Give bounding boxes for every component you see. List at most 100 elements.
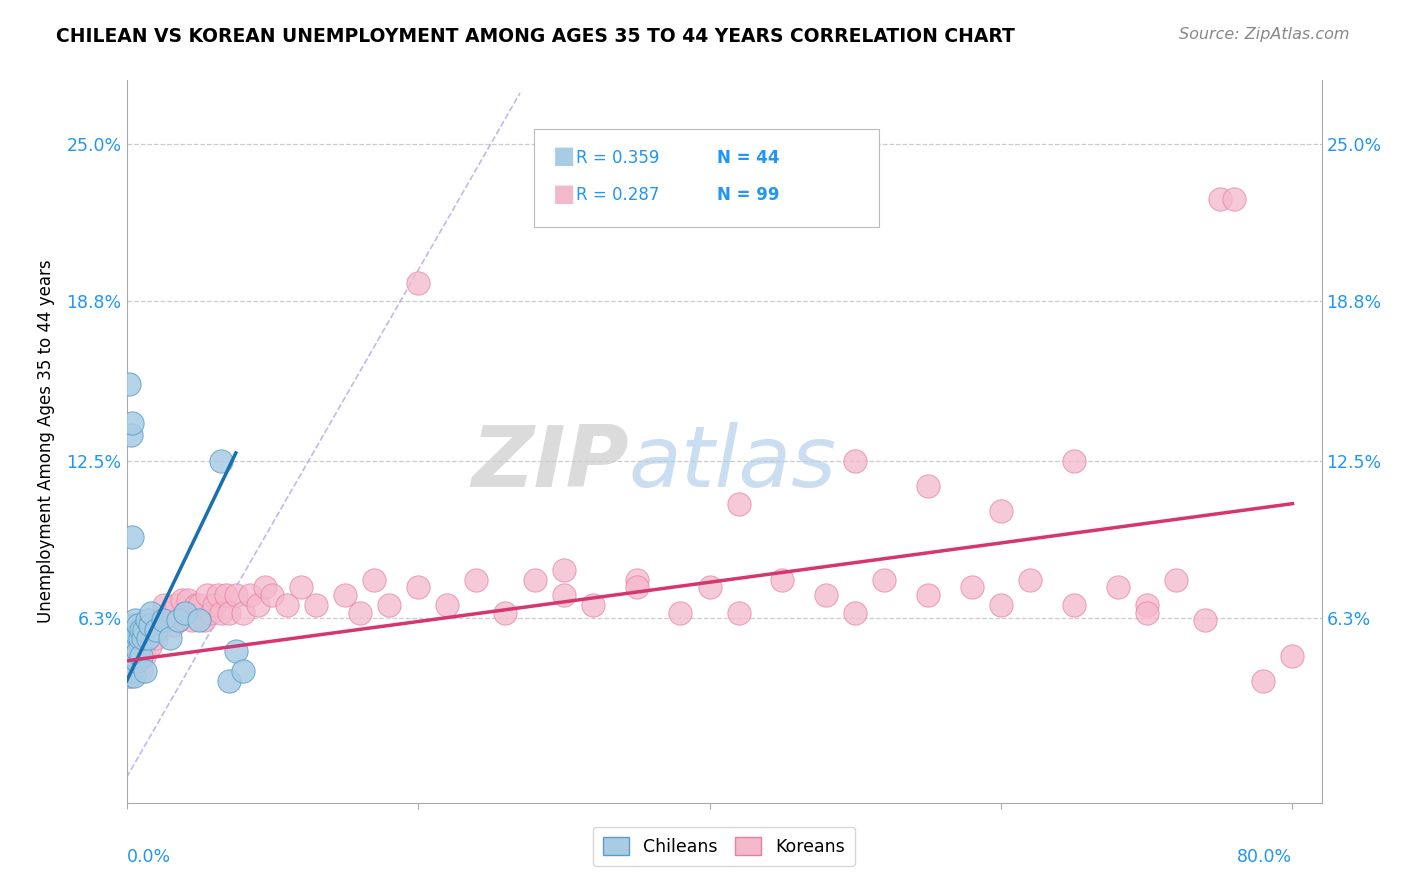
Point <box>121 631 143 645</box>
Point <box>117 664 139 678</box>
Point <box>207 588 229 602</box>
Point <box>232 606 254 620</box>
Point <box>117 639 139 653</box>
Point <box>177 593 200 607</box>
Point <box>276 598 298 612</box>
Point <box>1194 613 1216 627</box>
Point <box>118 624 141 638</box>
Point <box>246 598 269 612</box>
Point <box>128 631 150 645</box>
Point <box>844 606 866 620</box>
Point <box>200 606 222 620</box>
Point <box>218 606 240 620</box>
Point <box>699 580 721 594</box>
Text: R = 0.359: R = 0.359 <box>576 149 659 167</box>
Point <box>188 613 211 627</box>
Point <box>225 643 247 657</box>
Point <box>1107 580 1129 594</box>
Point <box>136 613 159 627</box>
Point <box>582 598 605 612</box>
Point <box>117 664 139 678</box>
Point <box>127 618 149 632</box>
Point <box>132 624 155 638</box>
Point <box>553 588 575 602</box>
Point <box>436 598 458 612</box>
Point <box>465 573 488 587</box>
Point <box>990 598 1012 612</box>
Text: ■: ■ <box>553 182 575 205</box>
Legend: Chileans, Koreans: Chileans, Koreans <box>593 827 855 866</box>
Point <box>120 428 142 442</box>
Point <box>122 669 145 683</box>
Point <box>960 580 983 594</box>
Point <box>669 606 692 620</box>
Point <box>1063 598 1085 612</box>
Point <box>188 598 211 612</box>
Point <box>553 563 575 577</box>
Point <box>262 588 284 602</box>
Text: ZIP: ZIP <box>471 422 628 505</box>
Point <box>626 580 648 594</box>
Point <box>218 674 240 689</box>
Point <box>148 613 170 627</box>
Point <box>121 530 143 544</box>
Point <box>727 497 749 511</box>
Text: N = 44: N = 44 <box>717 149 779 167</box>
Point <box>120 639 142 653</box>
Point <box>122 664 145 678</box>
Point <box>122 643 145 657</box>
Point <box>1208 193 1230 207</box>
Point <box>1063 453 1085 467</box>
Point <box>128 618 150 632</box>
Point <box>118 669 141 683</box>
Point <box>363 573 385 587</box>
Point <box>150 618 173 632</box>
Point <box>167 613 190 627</box>
Point <box>209 453 232 467</box>
Point <box>120 664 142 678</box>
Point <box>120 669 142 683</box>
Point <box>153 598 176 612</box>
Point <box>990 504 1012 518</box>
Point <box>156 613 179 627</box>
Point <box>125 628 148 642</box>
Point <box>727 606 749 620</box>
Point <box>239 588 262 602</box>
Point <box>225 588 247 602</box>
Point <box>145 631 167 645</box>
Point <box>1164 573 1187 587</box>
Point <box>186 598 208 612</box>
Point <box>495 606 517 620</box>
Point <box>1223 193 1246 207</box>
Point <box>142 613 165 627</box>
Point <box>1281 648 1303 663</box>
Y-axis label: Unemployment Among Ages 35 to 44 years: Unemployment Among Ages 35 to 44 years <box>38 260 55 624</box>
Point <box>193 613 215 627</box>
Point <box>202 598 225 612</box>
Point <box>1019 573 1042 587</box>
Point <box>122 624 145 638</box>
Point <box>770 573 793 587</box>
Point <box>134 618 156 632</box>
Point <box>1253 674 1275 689</box>
Point <box>121 626 143 640</box>
Point <box>127 643 149 657</box>
Point <box>124 631 146 645</box>
Point <box>195 588 218 602</box>
Text: Source: ZipAtlas.com: Source: ZipAtlas.com <box>1180 27 1350 42</box>
Point <box>181 613 204 627</box>
Point <box>159 606 181 620</box>
Point <box>305 598 328 612</box>
Point <box>873 573 896 587</box>
Point <box>121 416 143 430</box>
Point <box>131 631 153 645</box>
Point <box>253 580 276 594</box>
Point <box>378 598 401 612</box>
Point <box>118 643 141 657</box>
Text: ■: ■ <box>553 145 575 168</box>
Point <box>129 624 152 638</box>
Point <box>139 618 162 632</box>
Point <box>173 606 195 620</box>
Point <box>131 631 153 645</box>
Point <box>1136 598 1159 612</box>
